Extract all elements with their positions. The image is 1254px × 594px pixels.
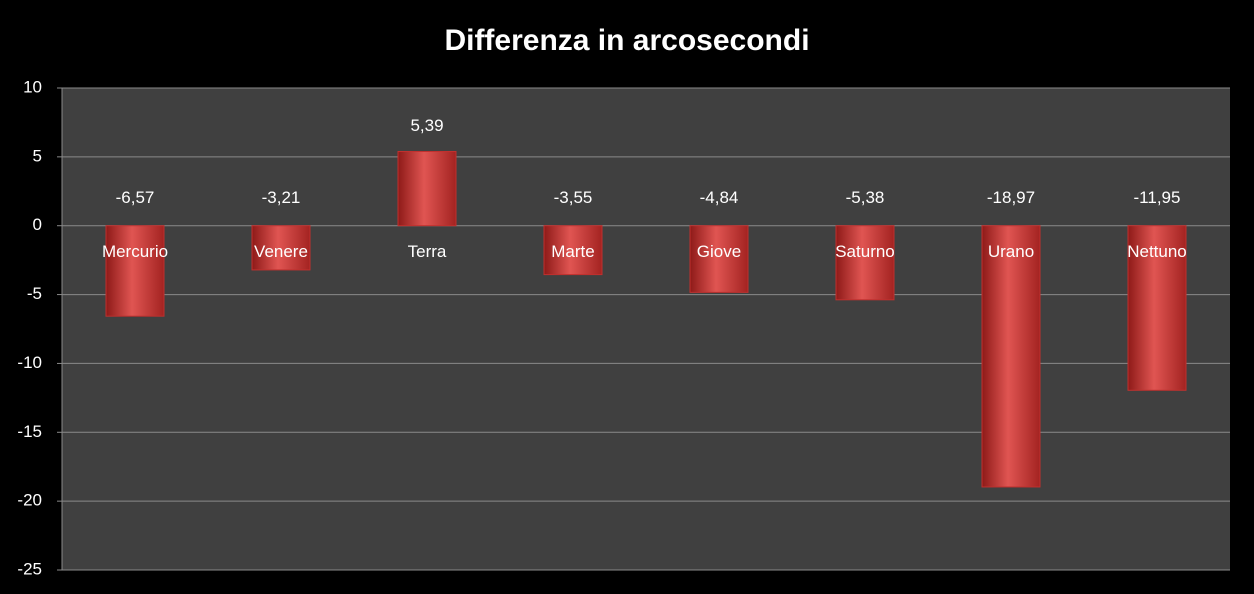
x-tick-label: Nettuno bbox=[1127, 242, 1187, 261]
data-label: -6,57 bbox=[116, 188, 155, 207]
bar bbox=[251, 225, 311, 271]
y-tick-label: -15 bbox=[17, 422, 42, 441]
bar bbox=[1127, 225, 1187, 391]
bar bbox=[835, 225, 895, 301]
x-tick-label: Venere bbox=[254, 242, 308, 261]
bar bbox=[397, 150, 457, 227]
bar bbox=[105, 225, 165, 317]
plot-area bbox=[62, 88, 1230, 570]
x-tick-label: Terra bbox=[408, 242, 447, 261]
x-tick-label: Marte bbox=[551, 242, 594, 261]
x-tick-label: Giove bbox=[697, 242, 741, 261]
y-tick-label: 5 bbox=[33, 146, 42, 165]
bar bbox=[689, 225, 749, 293]
data-label: -3,55 bbox=[554, 188, 593, 207]
data-label: 5,39 bbox=[410, 116, 443, 135]
bar bbox=[543, 225, 603, 276]
y-tick-label: -20 bbox=[17, 491, 42, 510]
y-tick-label: -10 bbox=[17, 353, 42, 372]
y-tick-label: 10 bbox=[23, 77, 42, 96]
data-label: -3,21 bbox=[262, 188, 301, 207]
data-label: -11,95 bbox=[1134, 188, 1181, 207]
data-label: -5,38 bbox=[846, 188, 885, 207]
x-tick-label: Saturno bbox=[835, 242, 895, 261]
x-tick-label: Mercurio bbox=[102, 242, 168, 261]
data-label: -4,84 bbox=[700, 188, 739, 207]
y-tick-label: -5 bbox=[27, 284, 42, 303]
y-tick-label: 0 bbox=[33, 215, 42, 234]
bar bbox=[981, 225, 1041, 488]
y-tick-label: -25 bbox=[17, 559, 42, 578]
x-tick-label: Urano bbox=[988, 242, 1034, 261]
data-label: -18,97 bbox=[987, 188, 1035, 207]
chart-title: Differenza in arcosecondi bbox=[444, 24, 809, 57]
